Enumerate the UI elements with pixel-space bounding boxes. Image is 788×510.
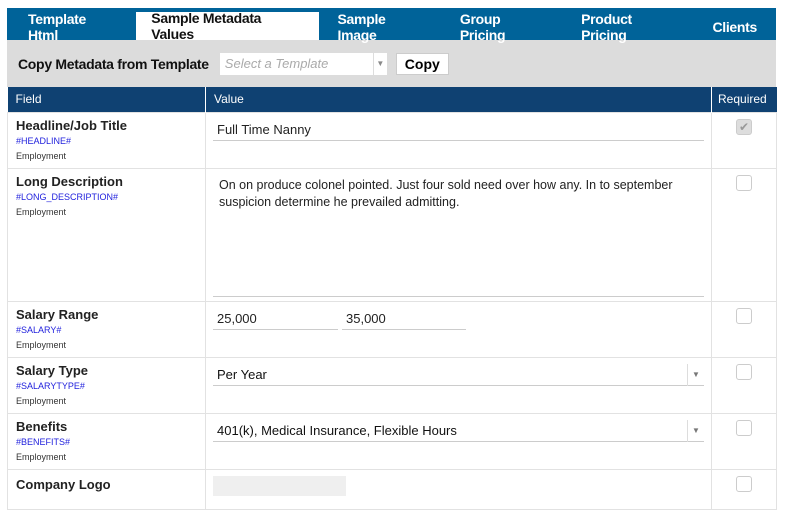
field-token: #LONG_DESCRIPTION# bbox=[16, 191, 119, 202]
field-token: #HEADLINE# bbox=[16, 135, 72, 146]
required-checkbox[interactable] bbox=[736, 307, 752, 324]
chevron-down-icon[interactable]: ▼ bbox=[372, 52, 387, 75]
required-checkbox[interactable]: ✔ bbox=[736, 118, 752, 135]
field-name: Company Logo bbox=[16, 476, 111, 492]
tab-sample-image[interactable]: Sample Image bbox=[337, 10, 386, 43]
field-token: #BENEFITS# bbox=[16, 436, 71, 447]
field-name: Headline/Job Title bbox=[16, 117, 128, 133]
salary-type-value: Per Year bbox=[217, 366, 267, 382]
field-name: Benefits bbox=[16, 418, 68, 434]
metadata-table: Field Value Required Headline/Job Title #… bbox=[7, 87, 777, 510]
copy-button[interactable]: Copy bbox=[395, 52, 449, 75]
field-category: Employment bbox=[16, 206, 67, 217]
copy-toolbar: Copy Metadata from Template Select a Tem… bbox=[7, 40, 776, 87]
column-header-value: Value bbox=[205, 87, 712, 112]
table-row: Long Description #LONG_DESCRIPTION# Employ… bbox=[7, 167, 777, 302]
required-checkbox[interactable] bbox=[736, 419, 752, 436]
salary-type-select[interactable]: Per Year ▼ bbox=[213, 363, 704, 386]
chevron-down-icon[interactable]: ▼ bbox=[687, 419, 704, 442]
required-checkbox[interactable] bbox=[736, 475, 752, 492]
template-select-placeholder: Select a Template bbox=[224, 56, 329, 71]
company-logo-image[interactable] bbox=[213, 475, 346, 496]
metadata-panel: Template Html Sample Metadata Values Sam… bbox=[7, 8, 777, 510]
field-category: Employment bbox=[16, 395, 67, 406]
tab-clients[interactable]: Clients bbox=[712, 18, 758, 35]
field-category: Employment bbox=[16, 339, 67, 350]
required-checkbox[interactable] bbox=[736, 363, 752, 380]
headline-input[interactable]: Full Time Nanny bbox=[213, 119, 704, 141]
chevron-down-icon[interactable]: ▼ bbox=[687, 363, 704, 386]
tab-product-pricing[interactable]: Product Pricing bbox=[581, 10, 632, 43]
tab-template-html[interactable]: Template Html bbox=[28, 10, 87, 43]
tab-group-pricing[interactable]: Group Pricing bbox=[459, 10, 506, 43]
salary-max-input[interactable]: 35,000 bbox=[342, 308, 466, 330]
benefits-select[interactable]: 401(k), Medical Insurance, Flexible Hour… bbox=[213, 419, 704, 442]
tab-bar: Template Html Sample Metadata Values Sam… bbox=[7, 8, 776, 43]
table-row: Salary Type #SALARYTYPE# Employment Per Ye… bbox=[7, 356, 777, 414]
table-row: Benefits #BENEFITS# Employment 401(k), Med… bbox=[7, 412, 777, 470]
salary-min-input[interactable]: 25,000 bbox=[213, 308, 338, 330]
column-header-field: Field bbox=[7, 87, 206, 112]
long-description-textarea[interactable]: On on produce colonel pointed. Just four… bbox=[213, 175, 704, 297]
table-row: Salary Range #SALARY# Employment 25,000 35,… bbox=[7, 300, 777, 358]
field-token: #SALARYTYPE# bbox=[16, 380, 85, 391]
field-category: Employment bbox=[16, 451, 67, 462]
field-name: Long Description bbox=[16, 173, 123, 189]
required-checkbox[interactable] bbox=[736, 174, 752, 191]
benefits-value: 401(k), Medical Insurance, Flexible Hour… bbox=[217, 422, 457, 438]
field-token: #SALARY# bbox=[16, 324, 62, 335]
copy-metadata-label: Copy Metadata from Template bbox=[18, 55, 209, 72]
template-select[interactable]: Select a Template ▼ bbox=[219, 52, 387, 75]
tab-sample-metadata-values[interactable]: Sample Metadata Values bbox=[136, 10, 319, 42]
field-category: Employment bbox=[16, 150, 67, 161]
table-row: Headline/Job Title #HEADLINE# Employment F… bbox=[7, 111, 777, 169]
table-row: Company Logo bbox=[7, 468, 777, 510]
column-header-required: Required bbox=[711, 87, 777, 112]
table-header: Field Value Required bbox=[7, 87, 777, 112]
field-name: Salary Type bbox=[16, 362, 89, 378]
field-name: Salary Range bbox=[16, 306, 99, 322]
